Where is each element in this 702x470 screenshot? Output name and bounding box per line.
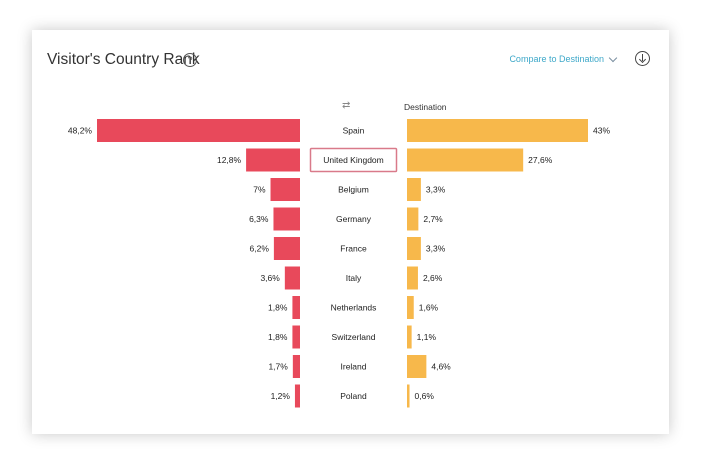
destination-value-label: 4,6% (431, 362, 451, 372)
highlighted-category-box (309, 147, 398, 173)
destination-bar (407, 355, 427, 378)
visitor-value-label: 7% (253, 185, 266, 195)
butterfly-bar-chart: 48,2% 43% Spain 12,8% 27,6% United Kingdom 7% 3… (68, 119, 610, 408)
category-label: Spain (343, 126, 365, 136)
visitor-value-label: 1,2% (271, 391, 291, 401)
destination-bar (407, 207, 419, 231)
category-label: Poland (340, 391, 367, 401)
destination-value-label: 3,3% (426, 244, 446, 254)
visitor-value-label: 6,3% (249, 214, 269, 224)
category-label: Belgium (338, 185, 369, 195)
visitor-value-label: 1,8% (268, 332, 288, 342)
visitor-bar (97, 119, 300, 142)
question-circle-icon[interactable]: ? (183, 53, 197, 67)
destination-value-label: 2,7% (423, 214, 443, 224)
visitor-bar (273, 207, 300, 231)
visitor-bar (294, 384, 300, 408)
category-label: Italy (346, 273, 362, 283)
visitor-value-label: 1,7% (268, 362, 288, 372)
destination-value-label: 2,6% (423, 273, 443, 283)
country-rank-card: Visitor's Country Rank ? Compare to Dest… (32, 30, 669, 434)
compare-to-destination-dropdown[interactable]: Compare to Destination (509, 53, 618, 64)
destination-series-label: Destination (404, 102, 447, 112)
visitor-bar (292, 325, 300, 349)
destination-bar (407, 266, 418, 290)
visitor-bar (270, 178, 300, 201)
visitor-value-label: 3,6% (260, 273, 280, 283)
swap-arrows-icon[interactable]: ⇄ (342, 100, 351, 111)
destination-bar (407, 296, 414, 319)
visitor-bar (292, 355, 300, 378)
category-label: Ireland (341, 362, 367, 372)
destination-value-label: 27,6% (528, 155, 553, 165)
visitor-value-label: 1,8% (268, 303, 288, 313)
card-title: Visitor's Country Rank (47, 51, 200, 68)
compare-dropdown-label: Compare to Destination (509, 54, 604, 64)
destination-value-label: 43% (593, 126, 610, 136)
category-label: United Kingdom (323, 155, 383, 165)
download-circle-icon[interactable] (635, 51, 650, 66)
destination-bar (407, 384, 410, 408)
category-label: Germany (336, 214, 372, 224)
destination-bar (407, 325, 412, 349)
destination-bar (407, 119, 588, 142)
category-label: Netherlands (331, 303, 377, 313)
destination-value-label: 3,3% (426, 185, 446, 195)
destination-bar (407, 237, 421, 260)
visitor-bar (284, 266, 300, 290)
destination-value-label: 0,6% (415, 391, 435, 401)
destination-bar (407, 178, 421, 201)
category-label: Switzerland (332, 332, 376, 342)
visitor-bar (292, 296, 300, 319)
visitor-value-label: 12,8% (217, 155, 242, 165)
destination-value-label: 1,1% (417, 332, 437, 342)
visitor-bar (273, 237, 300, 260)
visitor-bar (246, 148, 300, 172)
destination-value-label: 1,6% (419, 303, 439, 313)
destination-bar (407, 148, 524, 172)
visitor-value-label: 6,2% (250, 244, 270, 254)
visitor-value-label: 48,2% (68, 126, 93, 136)
category-label: France (340, 244, 367, 254)
